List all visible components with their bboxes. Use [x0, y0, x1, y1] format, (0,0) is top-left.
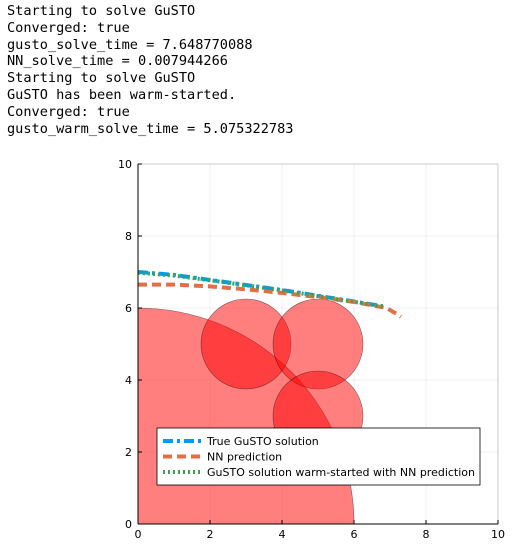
- y-tick-label: 8: [125, 230, 132, 243]
- x-tick-label: 10: [491, 528, 505, 541]
- series-line-3: [138, 270, 384, 309]
- y-tick-label: 2: [125, 446, 132, 459]
- legend-label: True GuSTO solution: [206, 435, 319, 448]
- legend-label: NN prediction: [207, 451, 282, 464]
- legend-label: GuSTO solution warm-started with NN pred…: [207, 466, 475, 479]
- console-line: Starting to solve GuSTO: [7, 3, 196, 19]
- series-line-2: [138, 282, 403, 319]
- y-tick-label: 0: [125, 518, 132, 531]
- x-tick-label: 6: [351, 528, 358, 541]
- console-line: Converged: true: [7, 19, 130, 36]
- console-line: NN_solve_time = 0.007944266: [7, 53, 228, 70]
- x-tick-label: 0: [135, 528, 142, 541]
- y-tick-label: 6: [125, 302, 132, 315]
- obstacles-group: [138, 298, 364, 524]
- x-tick-label: 8: [423, 528, 430, 541]
- x-tick-label: 2: [207, 528, 214, 541]
- y-tick-label: 10: [118, 158, 132, 171]
- console-line: gusto_warm_solve_time = 5.075322783: [7, 120, 294, 137]
- console-line: gusto_solve_time = 7.648770088: [7, 36, 253, 53]
- x-tick-label: 4: [279, 528, 286, 541]
- console-line: GuSTO has been warm-started.: [7, 86, 237, 103]
- console-output: Starting to solve GuSTO Converged: true gu…: [7, 3, 293, 137]
- console-line: Converged: true: [7, 103, 130, 120]
- y-tick-label: 4: [125, 374, 132, 387]
- trajectory-chart: 0 2 4 6 8 10 0 2 4 6 8 10 True GuSTO solution NN pred…: [118, 158, 505, 541]
- console-line: Starting to solve GuSTO: [7, 70, 196, 87]
- legend-box: [156, 427, 481, 486]
